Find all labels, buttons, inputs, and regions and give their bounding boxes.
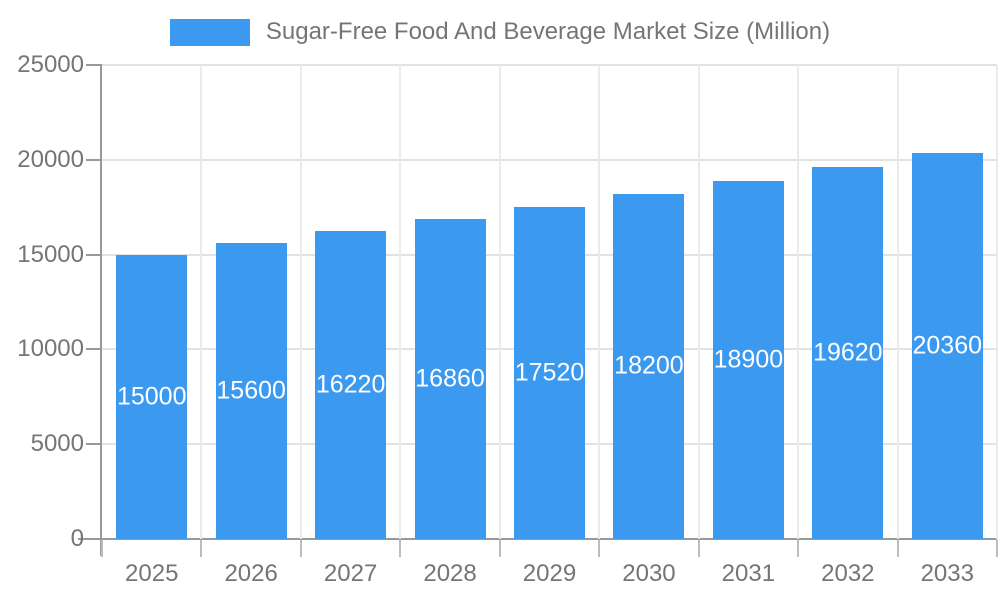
bar[interactable] bbox=[414, 219, 486, 539]
horizontal-gridline bbox=[102, 158, 997, 161]
x-axis-tick-label: 2027 bbox=[323, 560, 378, 587]
bar-value-label: 20360 bbox=[912, 331, 983, 360]
x-axis-tick bbox=[996, 540, 998, 557]
x-axis-tick bbox=[498, 540, 501, 557]
y-axis-tick bbox=[86, 443, 102, 446]
x-axis-tick bbox=[399, 540, 402, 557]
horizontal-gridline bbox=[102, 64, 997, 66]
bar-value-label: 16220 bbox=[315, 370, 386, 399]
bar-value-label: 18900 bbox=[713, 345, 784, 374]
vertical-gridline bbox=[896, 65, 899, 539]
bar[interactable] bbox=[812, 167, 884, 539]
x-axis-tick-label: 2025 bbox=[125, 560, 179, 587]
x-axis-tick bbox=[598, 540, 601, 557]
vertical-gridline bbox=[797, 65, 800, 539]
x-axis-tick-label: 2026 bbox=[224, 560, 278, 587]
y-axis-line bbox=[100, 65, 102, 556]
x-axis-tick-label: 2029 bbox=[522, 560, 577, 587]
bar[interactable] bbox=[712, 180, 784, 539]
x-axis-tick-label: 2028 bbox=[423, 560, 477, 587]
vertical-gridline bbox=[200, 65, 203, 539]
x-axis-tick-label: 2033 bbox=[920, 560, 974, 587]
y-axis-tick bbox=[86, 158, 102, 161]
y-axis-tick bbox=[86, 64, 102, 66]
bar[interactable] bbox=[911, 152, 983, 539]
y-axis-tick-label: 25000 bbox=[17, 51, 84, 78]
x-axis-tick-label: 2031 bbox=[721, 560, 776, 587]
x-axis-tick bbox=[896, 540, 899, 557]
bar[interactable] bbox=[514, 206, 585, 539]
legend-label: Sugar-Free Food And Beverage Market Size… bbox=[265, 18, 831, 45]
x-axis-line bbox=[78, 538, 997, 540]
x-axis-tick-label: 2030 bbox=[622, 560, 676, 587]
chart-legend[interactable]: Sugar-Free Food And Beverage Market Size… bbox=[0, 10, 1000, 54]
y-axis-tick-label: 20000 bbox=[17, 145, 84, 173]
y-axis-tick-label: 10000 bbox=[17, 335, 84, 363]
vertical-gridline bbox=[299, 65, 302, 539]
x-axis-tick bbox=[697, 540, 700, 557]
bar[interactable] bbox=[315, 231, 387, 539]
y-axis-tick-label: 0 bbox=[70, 525, 84, 552]
x-axis-tick bbox=[200, 540, 203, 557]
bar-value-label: 18200 bbox=[614, 351, 684, 380]
bar-value-label: 15000 bbox=[116, 382, 187, 411]
bar[interactable] bbox=[613, 193, 685, 539]
bar-value-label: 19620 bbox=[813, 338, 883, 367]
bar[interactable] bbox=[215, 243, 287, 539]
y-axis-tick-label: 15000 bbox=[17, 240, 84, 268]
x-axis-tick-label: 2032 bbox=[821, 560, 875, 587]
x-axis-tick bbox=[797, 540, 800, 557]
plot-area: 15000 15600 16220 16860 17520 18200 18900 19620… bbox=[102, 64, 998, 539]
bar-value-label: 15600 bbox=[216, 376, 286, 405]
y-axis-tick bbox=[86, 348, 102, 351]
bar[interactable] bbox=[116, 254, 188, 539]
vertical-gridline bbox=[498, 65, 501, 539]
legend-swatch bbox=[169, 18, 250, 46]
y-axis-tick-label: 5000 bbox=[30, 430, 84, 458]
vertical-gridline bbox=[996, 65, 998, 539]
vertical-gridline bbox=[598, 65, 601, 539]
y-axis-tick bbox=[86, 253, 102, 256]
y-axis-tick bbox=[86, 538, 102, 540]
bar-value-label: 17520 bbox=[514, 358, 585, 387]
vertical-gridline bbox=[399, 65, 402, 539]
x-axis-tick bbox=[101, 540, 103, 557]
x-axis-tick bbox=[299, 540, 302, 557]
bar-value-label: 16860 bbox=[415, 364, 485, 393]
vertical-gridline bbox=[697, 65, 700, 539]
